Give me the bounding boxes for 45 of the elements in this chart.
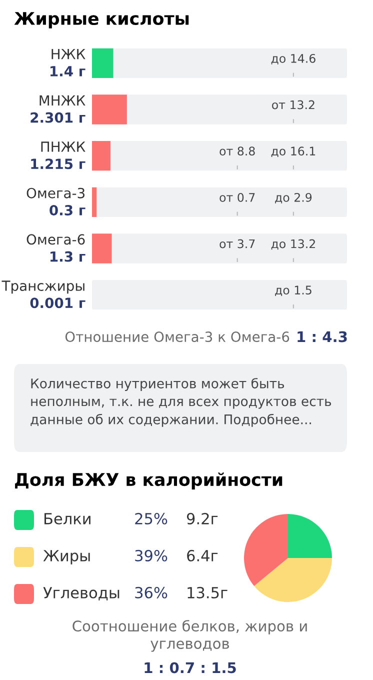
text: до 1.5: [275, 286, 312, 296]
data-label: 1.3 г: [50, 251, 86, 262]
legend-label: Белки: [44, 513, 90, 524]
text: от 3.7: [220, 239, 255, 248]
data-label: 1.4 г: [50, 66, 86, 76]
category-label: ПНЖК: [41, 142, 86, 152]
bar: [92, 94, 127, 124]
category-label: Трансжиры: [2, 280, 84, 294]
legend-label: Углеводы: [43, 587, 120, 600]
text: до 14.6: [271, 54, 316, 64]
category-label: Омега-6: [26, 234, 85, 245]
pie-slice: [254, 558, 332, 602]
category-label: Омега-3: [26, 188, 85, 198]
bar: [92, 234, 112, 264]
text: 9.2г: [186, 512, 218, 524]
text: до 13.2: [271, 239, 315, 250]
chart-title: Доля БЖУ в калорийности: [15, 472, 282, 490]
pie-slice: [288, 514, 332, 558]
text: от 13.2: [272, 100, 314, 110]
data-label: 36%: [135, 586, 168, 598]
chart-title: Жирные кислоты: [14, 12, 189, 28]
text: 1 : 0.7 : 1.5: [144, 662, 236, 674]
data-label: 2.301 г: [30, 112, 86, 123]
data-label: 0.001 г: [30, 298, 86, 308]
pie-slice: [244, 514, 288, 586]
legend-label: Жиры: [43, 550, 90, 564]
text: от 8.8: [220, 146, 255, 156]
text: Соотношение белков, жиров и углеводов: [72, 620, 307, 652]
category-label: МНЖК: [40, 95, 86, 106]
text: 1 : 4.3: [298, 331, 347, 342]
text: 6.4г: [187, 550, 218, 562]
text: от 0.7: [220, 192, 255, 202]
bar: [92, 187, 97, 217]
bar: [92, 48, 114, 78]
text: 13.5г: [188, 586, 228, 598]
text: до 16.1: [271, 146, 316, 158]
data-label: 39%: [135, 550, 168, 562]
data-label: 25%: [135, 512, 168, 524]
data-label: 0.3 г: [50, 204, 86, 216]
text: Отношение Омега-3 к Омега-6: [65, 332, 290, 342]
text: до 2.9: [275, 192, 312, 204]
data-label: 1.215 г: [31, 158, 86, 170]
text: Количество нутриентов может быть неполным, т.к. не для всех продуктов есть данные об их содержании. Подробнее...: [30, 378, 332, 427]
category-label: НЖК: [52, 48, 86, 60]
bar: [92, 141, 110, 171]
